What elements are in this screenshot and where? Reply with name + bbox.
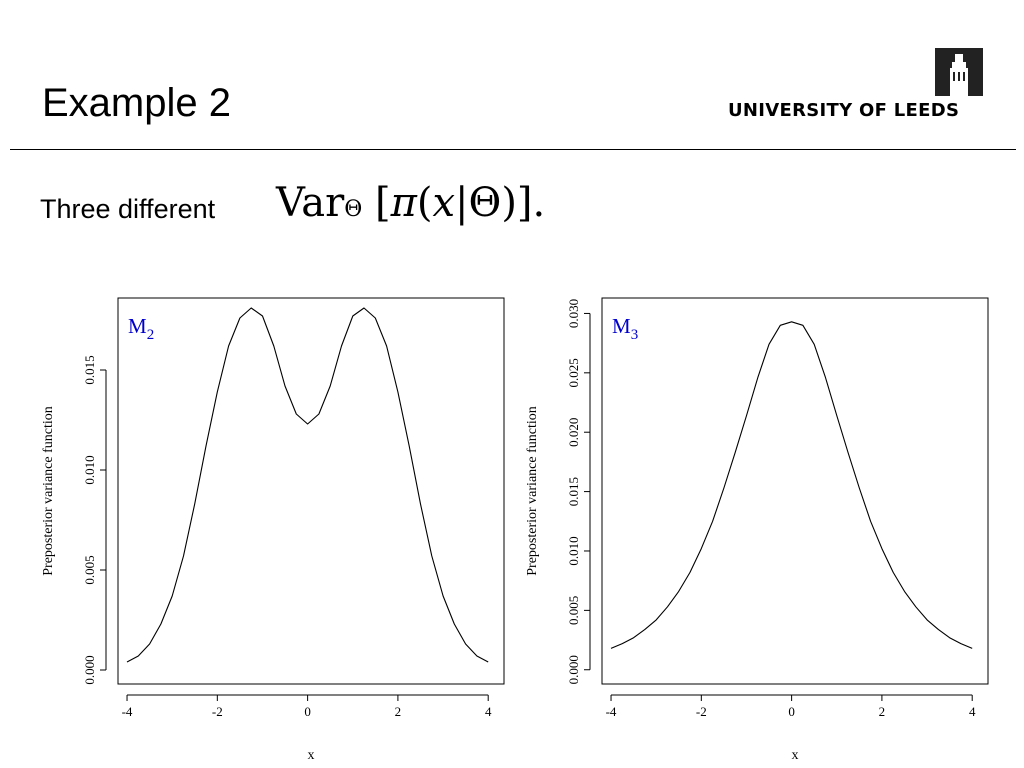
formula-paren-open: ( — [416, 180, 433, 226]
variance-formula: VarΘ [π(x|Θ)]. — [276, 180, 545, 226]
chart-1-y-tick-label: 0.000 — [566, 655, 581, 684]
chart-1-model-label-sub: 3 — [631, 327, 639, 343]
chart-1-y-tick-label: 0.020 — [566, 418, 581, 447]
chart-0-model-label: M2 — [128, 314, 154, 343]
chart-0-x-tick-label: -4 — [122, 704, 133, 719]
slide-title: Example 2 — [42, 81, 231, 125]
chart-0-plot-frame — [117, 297, 505, 685]
chart-1-x-axis-label: x — [792, 748, 799, 763]
chart-1-x-tick-label: -4 — [606, 704, 617, 719]
chart-1-model-label-main: M — [612, 314, 631, 338]
subtitle-text: Three different — [40, 194, 216, 224]
chart-0-y-tick-label: 0.010 — [82, 455, 97, 484]
chart-1-plot-frame — [601, 297, 989, 685]
chart-m2-svg: -4 -2 0 2 4 x 0.000 0.005 0.010 0.015 Preposterior… — [41, 297, 505, 763]
formula-pi: π — [390, 180, 417, 226]
chart-0-model-label-sub: 2 — [147, 327, 155, 343]
formula-close-bracket: ] — [516, 180, 533, 226]
chart-0-x-axis-label: x — [308, 748, 315, 763]
chart-0-x-tick-label: 0 — [304, 704, 311, 719]
formula-subscript: Θ — [344, 197, 363, 222]
chart-1-y-tick-label: 0.010 — [566, 536, 581, 565]
formula-period: . — [532, 180, 546, 226]
formula-open-bracket: [ — [374, 180, 391, 226]
chart-0-x-tick-label: 2 — [395, 704, 402, 719]
chart-0-y-axis-label: Preposterior variance function — [41, 406, 56, 576]
formula-operator: Var — [276, 180, 345, 226]
formula-paren-close: ) — [501, 180, 517, 226]
formula-x: x — [432, 180, 456, 226]
chart-1-x-tick-label: 4 — [969, 704, 976, 719]
chart-0-series-line — [126, 307, 489, 663]
chart-1-x-tick-label: -2 — [696, 704, 707, 719]
chart-1-y-tick-label: 0.030 — [566, 299, 581, 328]
chart-1-series-line — [610, 321, 973, 649]
logo-text: UNIVERSITY OF LEEDS — [728, 100, 960, 121]
chart-1-model-label: M3 — [612, 314, 638, 343]
chart-1-x-tick-label: 0 — [788, 704, 795, 719]
chart-0-x-tick-label: -2 — [212, 704, 223, 719]
chart-0-model-label-main: M — [128, 314, 147, 338]
chart-0-y-tick-label: 0.015 — [82, 355, 97, 384]
chart-1-y-tick-label: 0.015 — [566, 477, 581, 506]
formula-theta: Θ — [468, 180, 502, 226]
chart-m3-svg: -4 -2 0 2 4 x 0.000 0.005 0.010 0.015 0.020 0.025 0.… — [525, 297, 989, 763]
chart-m3: -4 -2 0 2 4 x 0.000 0.005 0.010 0.015 0.020 0.025 0.… — [516, 288, 996, 768]
chart-0-y-tick-label: 0.005 — [82, 555, 97, 584]
chart-1-y-tick-label: 0.005 — [566, 596, 581, 625]
chart-1-y-tick-label: 0.025 — [566, 358, 581, 387]
chart-1-y-axis-label: Preposterior variance function — [525, 406, 540, 576]
chart-0-y-tick-label: 0.000 — [82, 655, 97, 684]
formula-bar: | — [455, 180, 469, 226]
university-tower-icon — [935, 48, 983, 96]
university-logo: UNIVERSITY OF LEEDS — [728, 48, 986, 122]
title-rule — [10, 149, 1016, 150]
chart-1-x-tick-label: 2 — [879, 704, 886, 719]
chart-0-x-tick-label: 4 — [485, 704, 492, 719]
chart-m2: -4 -2 0 2 4 x 0.000 0.005 0.010 0.015 Preposterior… — [32, 288, 512, 768]
